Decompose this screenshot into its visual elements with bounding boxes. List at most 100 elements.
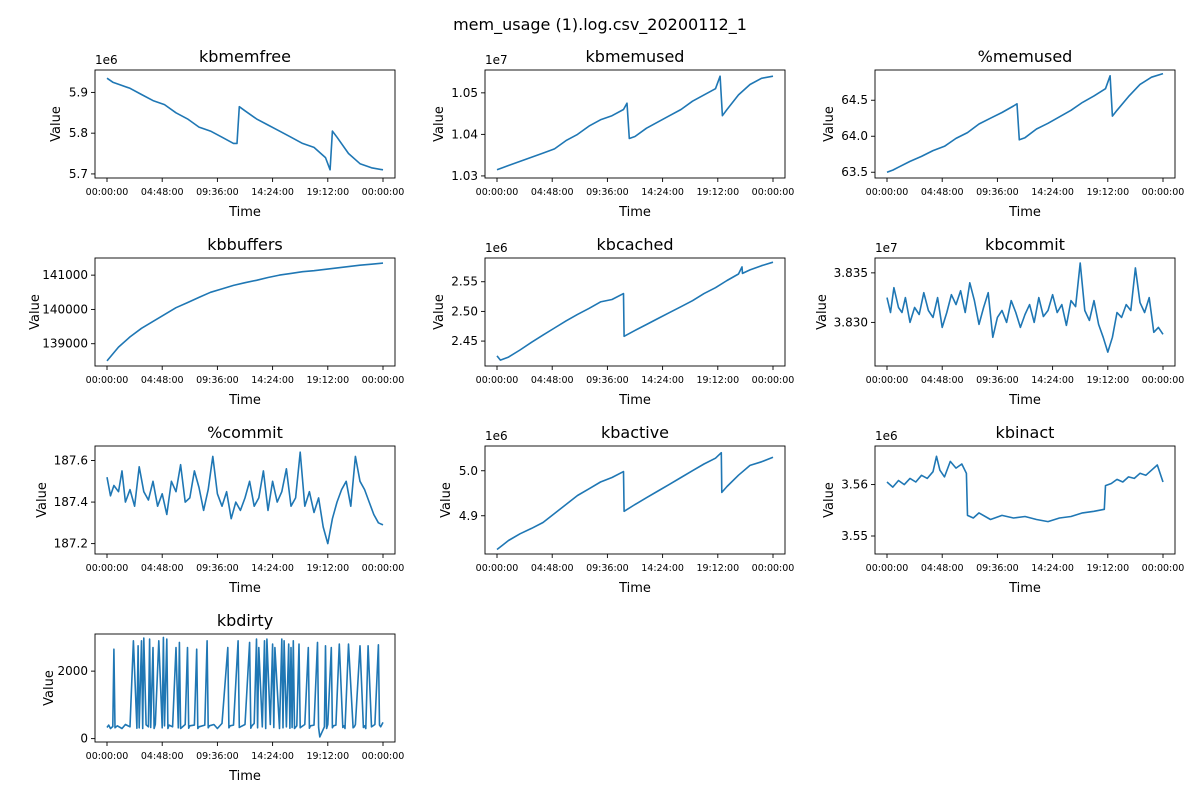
subplot-3: %memused 00:00:00 04:48:00 09:36:00 14:24:00… [822, 47, 1184, 220]
y-tick-label: 139000 [42, 337, 88, 351]
x-tick-label: 00:00:00 [1142, 187, 1185, 198]
x-tick-label: 19:12:00 [306, 563, 349, 574]
x-tick-label: 04:48:00 [921, 187, 964, 198]
series-line [496, 451, 774, 551]
subplot-5: kbcached 00:00:00 04:48:00 09:36:00 14:24:00… [432, 235, 794, 408]
x-tick-label: 04:48:00 [141, 375, 184, 386]
plot-frame [484, 69, 786, 179]
y-tick-label: 2.45 [451, 334, 478, 348]
x-tick-label: 09:36:00 [196, 563, 239, 574]
x-tick-label: 09:36:00 [976, 563, 1019, 574]
x-tick-label: 14:24:00 [251, 375, 294, 386]
x-tick-label: 09:36:00 [586, 563, 629, 574]
x-tick-label: 00:00:00 [86, 751, 129, 762]
x-tick-label: 19:12:00 [1086, 375, 1129, 386]
axis-offset-label: 1e6 [95, 53, 118, 67]
x-tick-label: 14:24:00 [641, 187, 684, 198]
x-tick-label: 09:36:00 [586, 187, 629, 198]
y-tick-label: 3.830 [834, 315, 868, 329]
x-tick-label: 19:12:00 [1086, 187, 1129, 198]
series-line [106, 262, 384, 362]
x-axis-label: Time [228, 769, 261, 784]
x-tick-label: 04:48:00 [921, 563, 964, 574]
subplot-8: kbactive 00:00:00 04:48:00 09:36:00 14:24:00… [439, 423, 794, 596]
figure-title: mem_usage (1).log.csv_20200112_1 [453, 15, 747, 35]
x-tick-label: 04:48:00 [141, 187, 184, 198]
x-tick-label: 04:48:00 [531, 187, 574, 198]
y-axis-label: Value [432, 294, 447, 330]
subplot-4: kbbuffers 00:00:00 04:48:00 09:36:00 14:24:0… [28, 235, 404, 408]
y-tick-label: 5.8 [69, 126, 88, 140]
subplot-title: %memused [978, 47, 1073, 66]
x-tick-label: 00:00:00 [86, 187, 129, 198]
x-tick-label: 19:12:00 [696, 563, 739, 574]
x-tick-label: 00:00:00 [86, 375, 129, 386]
plot-frame [874, 257, 1176, 367]
plot-frame [94, 257, 396, 367]
subplot-2: kbmemused 00:00:00 04:48:00 09:36:00 14:24:0… [432, 47, 794, 220]
x-tick-label: 04:48:00 [531, 563, 574, 574]
y-axis-label: Value [822, 482, 837, 518]
series-line [886, 455, 1164, 523]
x-tick-label: 00:00:00 [752, 187, 795, 198]
y-tick-label: 63.5 [841, 165, 868, 179]
x-tick-label: 19:12:00 [306, 187, 349, 198]
y-axis-label: Value [42, 670, 57, 706]
x-tick-label: 19:12:00 [1086, 563, 1129, 574]
series-line [496, 75, 774, 171]
x-tick-label: 09:36:00 [196, 375, 239, 386]
series-line [886, 72, 1164, 173]
x-tick-label: 19:12:00 [306, 751, 349, 762]
y-tick-label: 2.55 [451, 275, 478, 289]
x-tick-label: 04:48:00 [921, 375, 964, 386]
x-axis-label: Time [618, 581, 651, 596]
x-tick-label: 14:24:00 [251, 751, 294, 762]
x-axis-label: Time [228, 581, 261, 596]
axis-offset-label: 1e7 [875, 241, 898, 255]
x-tick-label: 00:00:00 [866, 563, 909, 574]
x-tick-label: 14:24:00 [1031, 563, 1074, 574]
y-tick-label: 5.9 [69, 85, 88, 99]
subplot-title: kbactive [601, 423, 669, 442]
x-tick-label: 14:24:00 [1031, 375, 1074, 386]
x-tick-label: 00:00:00 [752, 375, 795, 386]
series-line [106, 77, 384, 171]
y-tick-label: 2.50 [451, 304, 478, 318]
x-tick-label: 00:00:00 [362, 563, 405, 574]
plot-frame [94, 445, 396, 555]
subplot-title: kbdirty [217, 611, 273, 630]
subplot-7: %commit 00:00:00 04:48:00 09:36:00 14:24:00 1… [35, 423, 404, 596]
axis-offset-label: 1e6 [875, 429, 898, 443]
axis-offset-label: 1e6 [485, 429, 508, 443]
plot-frame [484, 445, 786, 555]
y-tick-label: 0 [80, 732, 88, 746]
x-tick-label: 09:36:00 [586, 375, 629, 386]
subplot-title: kbinact [996, 423, 1055, 442]
series-line [106, 451, 384, 545]
x-axis-label: Time [1008, 393, 1041, 408]
x-tick-label: 00:00:00 [476, 187, 519, 198]
y-tick-label: 4.9 [459, 509, 478, 523]
y-tick-label: 140000 [42, 302, 88, 316]
x-tick-label: 14:24:00 [251, 563, 294, 574]
x-axis-label: Time [1008, 205, 1041, 220]
y-tick-label: 187.4 [54, 495, 88, 509]
axis-offset-label: 1e6 [485, 241, 508, 255]
axis-offset-label: 1e7 [485, 53, 508, 67]
subplot-grid: kbmemfree 00:00:00 04:48:00 09:36:00 14:24:0… [28, 47, 1184, 784]
x-tick-label: 14:24:00 [641, 375, 684, 386]
y-tick-label: 1.04 [451, 127, 478, 141]
subplot-title: kbcached [597, 235, 674, 254]
y-axis-label: Value [28, 294, 43, 330]
x-tick-label: 00:00:00 [866, 375, 909, 386]
y-tick-label: 3.835 [834, 266, 868, 280]
y-axis-label: Value [822, 106, 837, 142]
x-tick-label: 19:12:00 [696, 375, 739, 386]
y-axis-label: Value [815, 294, 830, 330]
x-axis-label: Time [228, 393, 261, 408]
y-tick-label: 5.0 [459, 464, 478, 478]
x-tick-label: 00:00:00 [476, 563, 519, 574]
y-tick-label: 141000 [42, 268, 88, 282]
x-tick-label: 00:00:00 [362, 187, 405, 198]
